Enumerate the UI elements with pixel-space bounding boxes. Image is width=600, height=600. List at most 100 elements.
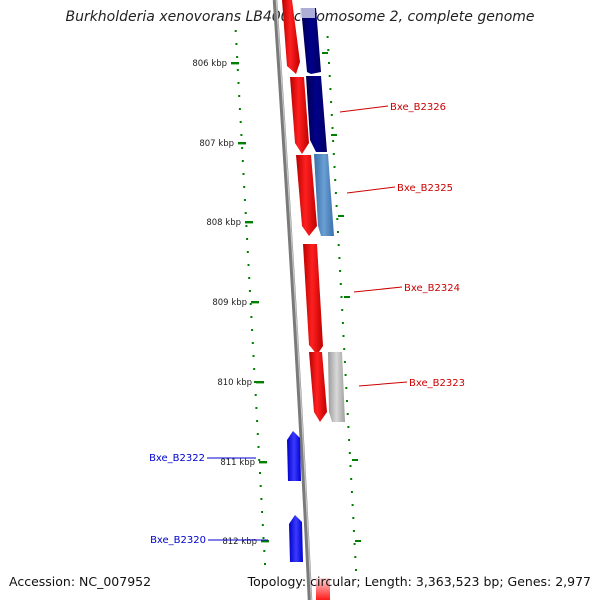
guide-dot: [246, 251, 249, 253]
guide-dot: [348, 439, 351, 441]
tick-label: 809 kbp: [212, 298, 247, 308]
guide-dot: [341, 309, 344, 311]
guide-dash: [338, 215, 344, 217]
guide-dot: [333, 166, 336, 168]
guide-dot: [253, 368, 256, 370]
guide-dot: [326, 36, 329, 38]
guide-dot: [350, 478, 353, 480]
guide-dot: [328, 62, 330, 64]
guide-dot: [334, 192, 337, 194]
gene-forward-partial: [316, 578, 330, 600]
guide-dot: [259, 472, 261, 474]
guide-dot: [234, 30, 237, 32]
guide-dot: [239, 121, 242, 123]
guide-dot: [338, 257, 341, 259]
guide-dot: [246, 238, 249, 240]
guide-dot: [250, 316, 253, 318]
guide-dot: [262, 537, 265, 539]
guide-dot: [331, 127, 334, 129]
tick-guide-dots: [234, 30, 361, 571]
guide-dot: [248, 290, 251, 292]
tick-label: 807 kbp: [199, 139, 234, 149]
gene-bxe-b2326[interactable]: [290, 77, 309, 154]
guide-dot: [329, 88, 332, 90]
gene-label[interactable]: Bxe_B2324: [404, 283, 460, 294]
tick-label: 811 kbp: [220, 458, 255, 468]
guide-dot: [348, 452, 351, 454]
guide-dot: [235, 43, 238, 45]
guide-dot: [236, 69, 239, 71]
guide-dot: [248, 277, 251, 279]
guide-dot: [259, 485, 262, 487]
tick-mark: [238, 142, 246, 145]
guide-dot: [240, 134, 243, 136]
guide-dot: [354, 556, 357, 558]
guide-dot: [352, 530, 355, 532]
guide-dot: [238, 95, 241, 97]
gene-bxe-b2325[interactable]: [296, 155, 317, 236]
tick-mark: [259, 461, 267, 464]
guide-dot: [241, 147, 244, 149]
guide-dot: [260, 498, 263, 500]
guide-dot: [255, 407, 258, 409]
guide-dot: [252, 355, 255, 357]
guide-dot: [340, 296, 343, 298]
scale-ticks: 806 kbp 807 kbp 808 kbp 809 kbp 810 kbp 811 k…: [192, 59, 269, 547]
tick-mark: [231, 62, 239, 65]
guide-dot: [330, 114, 333, 116]
guide-dot: [337, 231, 339, 233]
guide-dot: [241, 160, 244, 162]
tick-label: 812 kbp: [222, 537, 257, 547]
guide-dot: [346, 400, 348, 402]
guide-dot: [327, 49, 330, 51]
guide-dot: [339, 270, 342, 272]
gene-grey[interactable]: [328, 352, 345, 422]
gene-label[interactable]: Bxe_B2325: [397, 183, 453, 194]
gene-label[interactable]: Bxe_B2326: [390, 102, 446, 113]
guide-dot: [336, 218, 339, 220]
guide-dot: [351, 504, 354, 506]
guide-dot: [256, 433, 259, 435]
gene-steel[interactable]: [314, 154, 334, 236]
guide-dot: [332, 153, 335, 155]
guide-dot: [249, 303, 252, 305]
topology-text: Topology: circular; Length: 3,363,523 bp…: [247, 574, 591, 589]
guide-dot: [349, 465, 352, 467]
gene-forward[interactable]: [282, 0, 300, 74]
guide-dot: [251, 329, 254, 331]
tick-mark: [256, 381, 264, 384]
guide-dot: [350, 491, 353, 493]
guide-dot: [346, 413, 349, 415]
gene-labels: Bxe_B2326 Bxe_B2325 Bxe_B2324 Bxe_B2323 Bxe_…: [149, 102, 465, 546]
guide-dot: [257, 446, 260, 448]
chromosome-backbone: [272, 0, 313, 600]
gene-bxe-b2324[interactable]: [303, 244, 323, 355]
accession-text: Accession: NC_007952: [9, 574, 152, 589]
gene-bxe-b2323[interactable]: [309, 352, 327, 422]
gene-bxe-b2322[interactable]: [287, 431, 301, 481]
gene-navy[interactable]: [306, 76, 327, 152]
tick-label: 806 kbp: [192, 59, 227, 69]
tick-mark: [261, 540, 269, 543]
gene-label[interactable]: Bxe_B2322: [149, 453, 205, 464]
guide-dot: [344, 374, 347, 376]
tick-label: 808 kbp: [206, 218, 241, 228]
guide-dot: [343, 361, 346, 363]
guide-dot: [238, 108, 241, 110]
gene-navy-top[interactable]: [301, 8, 321, 74]
guide-dot: [245, 225, 248, 227]
guide-dot: [244, 212, 247, 214]
gene-label[interactable]: Bxe_B2323: [409, 378, 465, 389]
gene-bxe-b2320[interactable]: [289, 515, 303, 562]
gene-label-leader: [339, 105, 389, 113]
guide-dot: [342, 335, 345, 337]
guide-dot: [355, 569, 357, 571]
gene-label[interactable]: Bxe_B2320: [150, 535, 206, 546]
tick-mark: [251, 301, 259, 304]
guide-dot: [256, 420, 259, 422]
guide-dot: [254, 381, 256, 383]
guide-dot: [335, 205, 338, 207]
guide-dot: [251, 342, 254, 344]
accessory-genes: [300, 8, 345, 422]
